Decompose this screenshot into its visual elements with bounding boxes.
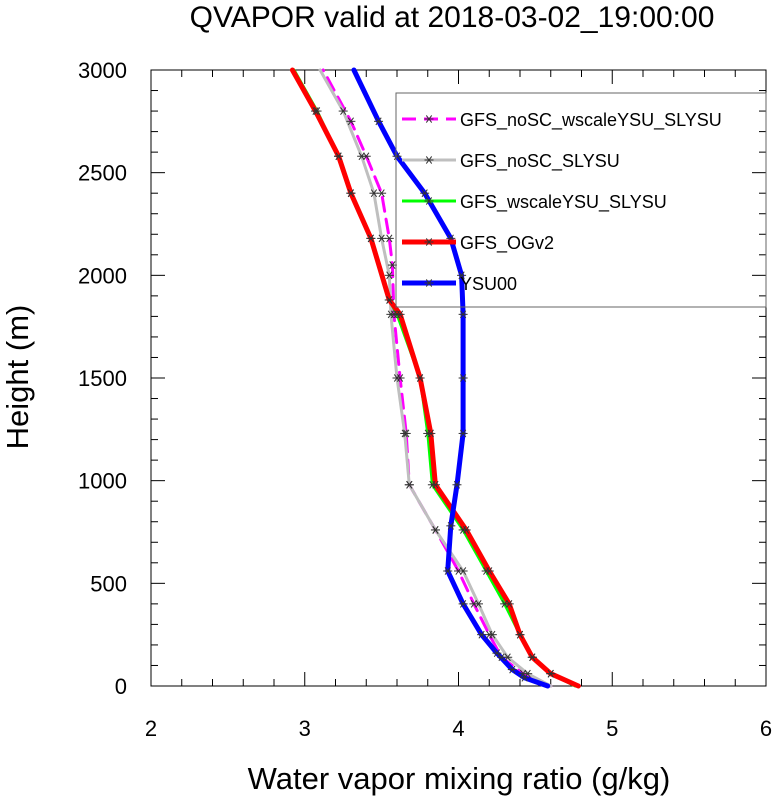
data-point-GFS_OGv2 [334, 152, 344, 161]
data-point-GFS_noSC_SLYSU [369, 189, 379, 198]
x-axis-title: Water vapor mixing ratio (g/kg) [248, 761, 671, 796]
data-point-GFS_OGv2 [546, 669, 556, 678]
legend-marker [424, 279, 434, 287]
legend-marker [424, 115, 434, 123]
y-tick-label: 500 [90, 571, 127, 596]
data-point-GFS_noSC_SLYSU [404, 480, 414, 489]
data-point-YSU00 [443, 567, 453, 575]
data-point-GFS_OGv2 [415, 374, 425, 382]
legend-label: GFS_noSC_wscaleYSU_SLYSU [460, 110, 722, 131]
legend-box [395, 92, 767, 308]
data-point-GFS_OGv2 [384, 296, 394, 304]
data-point-GFS_noSC_SLYSU [392, 374, 402, 382]
legend: GFS_noSC_wscaleYSU_SLYSU GFS_noSC_SLYSU GF… [395, 92, 767, 308]
data-point-YSU00 [392, 152, 402, 161]
data-point-YSU00 [477, 630, 487, 639]
data-point-YSU00 [458, 599, 468, 608]
data-point-GFS_OGv2 [484, 567, 494, 575]
data-point-GFS_noSC_wscaleYSU_SLYSU [387, 261, 397, 269]
data-point-GFS_noSC_SLYSU [384, 271, 394, 280]
y-tick-label: 1500 [78, 366, 127, 391]
legend-marker [424, 238, 434, 246]
data-point-GFS_OGv2 [426, 429, 436, 438]
legend-label: GFS_wscaleYSU_SLYSU [460, 192, 667, 213]
data-point-YSU00 [374, 117, 384, 126]
data-point-GFS_noSC_wscaleYSU_SLYSU [377, 189, 387, 198]
x-tick-label: 3 [299, 716, 311, 741]
y-axis-title: Height (m) [0, 305, 35, 450]
data-point-GFS_noSC_SLYSU [338, 107, 348, 115]
data-point-YSU00 [458, 310, 468, 319]
data-point-YSU00 [458, 429, 468, 438]
data-point-GFS_OGv2 [527, 653, 537, 662]
y-tick-label: 2500 [78, 161, 127, 186]
data-point-GFS_noSC_wscaleYSU_SLYSU [384, 234, 394, 243]
data-point-GFS_OGv2 [430, 480, 440, 489]
legend-marker [424, 156, 434, 164]
y-tick-label: 1000 [78, 469, 127, 494]
data-point-GFS_noSC_SLYSU [473, 599, 483, 608]
x-tick-label: 2 [145, 716, 157, 741]
series-line-GFS_noSC_wscaleYSU_SLYSU [321, 68, 553, 688]
x-tick-label: 6 [760, 716, 772, 741]
plot-area: 2 3 4 5 6 0 500 1000 1500 2000 2500 3000 [78, 58, 772, 741]
data-point-GFS_noSC_SLYSU [458, 567, 468, 575]
data-point-GFS_noSC_SLYSU [487, 630, 497, 639]
data-point-GFS_noSC_SLYSU [503, 653, 513, 662]
data-point-GFS_OGv2 [395, 310, 405, 319]
data-point-GFS_OGv2 [504, 599, 514, 608]
legend-label: GFS_noSC_SLYSU [460, 151, 620, 172]
data-point-YSU00 [520, 673, 530, 682]
x-tick-label: 4 [452, 716, 464, 741]
y-tick-label: 3000 [78, 58, 127, 83]
legend-label: GFS_OGv2 [460, 233, 554, 254]
data-point-GFS_noSC_SLYSU [357, 152, 367, 161]
data-point-GFS_noSC_SLYSU [400, 429, 410, 438]
data-point-GFS_OGv2 [311, 107, 321, 115]
data-point-GFS_OGv2 [515, 630, 525, 639]
legend-marker [424, 197, 434, 205]
data-point-YSU00 [446, 521, 456, 530]
data-point-GFS_noSC_SLYSU [430, 526, 440, 534]
x-tick-label: 5 [606, 716, 618, 741]
data-point-GFS_OGv2 [346, 189, 356, 198]
data-point-GFS_noSC_SLYSU [377, 234, 387, 243]
data-point-GFS_noSC_wscaleYSU_SLYSU [346, 117, 356, 126]
data-point-YSU00 [457, 271, 467, 280]
data-point-YSU00 [420, 189, 430, 198]
data-point-YSU00 [507, 665, 517, 674]
y-tick-label: 2000 [78, 263, 127, 288]
legend-label: YSU00 [460, 274, 517, 294]
data-point-YSU00 [458, 374, 468, 382]
y-tick-label: 0 [115, 674, 127, 699]
data-point-GFS_OGv2 [461, 526, 471, 534]
data-point-GFS_OGv2 [366, 234, 376, 243]
chart-title: QVAPOR valid at 2018-03-02_19:00:00 [190, 1, 715, 34]
data-point-YSU00 [492, 649, 502, 658]
data-point-YSU00 [452, 480, 462, 489]
